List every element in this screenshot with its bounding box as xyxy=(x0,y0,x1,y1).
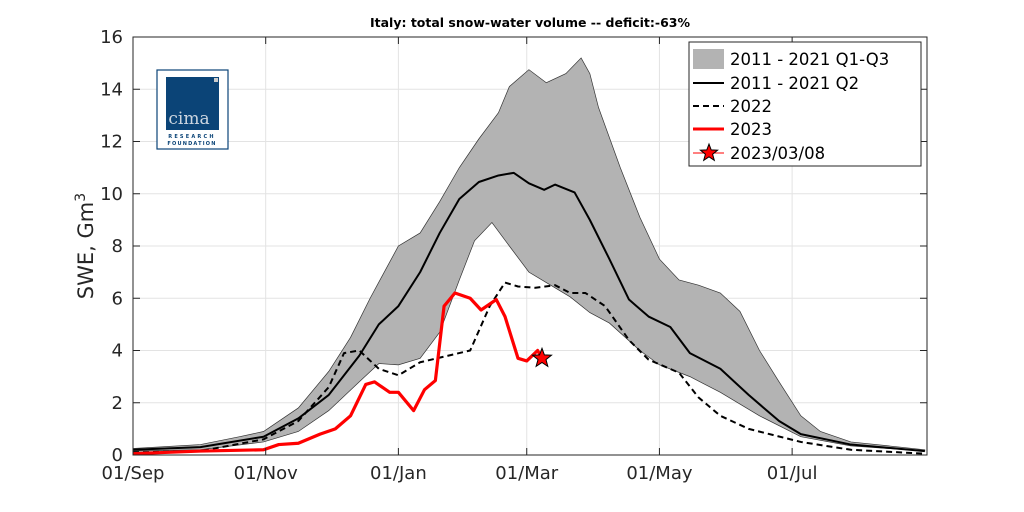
y-tick-label: 16 xyxy=(100,27,123,48)
y-tick-label: 14 xyxy=(100,79,123,100)
logo-line1: RESEARCH xyxy=(168,134,215,140)
cima-logo: cima RESEARCH FOUNDATION xyxy=(156,69,229,150)
y-tick-label: 2 xyxy=(112,393,123,414)
legend-label-q2: 2011 - 2021 Q2 xyxy=(730,74,859,93)
legend-star-icon xyxy=(699,142,719,162)
legend: 2011 - 2021 Q1-Q3 2011 - 2021 Q2 2022 20… xyxy=(688,41,922,167)
series-group xyxy=(132,171,925,456)
x-tick-label: 01/May xyxy=(626,463,693,484)
series-line-2011-2021q2 xyxy=(132,171,925,453)
x-tick-label: 01/Jul xyxy=(767,463,818,484)
legend-label-2022: 2022 xyxy=(730,97,772,116)
logo-corner xyxy=(214,78,218,82)
legend-label-marker: 2023/03/08 xyxy=(730,144,825,163)
y-tick-label: 10 xyxy=(100,184,123,205)
y-tick-label: 0 xyxy=(112,445,123,466)
legend-box xyxy=(688,41,922,167)
legend-label-2023: 2023 xyxy=(730,120,772,139)
x-tick-label: 01/Jan xyxy=(370,463,427,484)
y-axis-label-superscript: 3 xyxy=(73,193,89,202)
y-tick-label: 4 xyxy=(112,341,123,362)
legend-label-band: 2011 - 2021 Q1-Q3 xyxy=(730,50,889,69)
logo-text: cima xyxy=(168,109,209,129)
x-tick-label: 01/Sep xyxy=(102,463,165,484)
y-tick-label: 6 xyxy=(112,288,123,309)
chart-title: Italy: total snow-water volume -- defici… xyxy=(370,15,691,30)
band-group xyxy=(132,57,926,452)
y-axis-label-text: SWE, Gm xyxy=(74,202,98,299)
x-tick-label: 01/Mar xyxy=(495,463,559,484)
x-tick-label: 01/Nov xyxy=(234,463,298,484)
band-q1-q3 xyxy=(132,57,926,452)
y-axis-label: SWE, Gm3 xyxy=(73,193,98,299)
series-line-2022 xyxy=(132,281,925,455)
axes: 0 2 4 6 8 10 12 14 16 01/Sep 01/Nov 01/Jan 01/Mar 01/… xyxy=(100,27,928,484)
y-tick-label: 8 xyxy=(112,236,123,257)
y-tick-label: 12 xyxy=(100,132,123,153)
marker-star xyxy=(531,346,553,368)
plot-frame xyxy=(132,36,928,456)
logo-square xyxy=(166,77,219,130)
legend-swatch-band xyxy=(693,49,724,69)
series-line-2023 xyxy=(132,291,544,456)
logo-line2: FOUNDATION xyxy=(167,141,216,147)
